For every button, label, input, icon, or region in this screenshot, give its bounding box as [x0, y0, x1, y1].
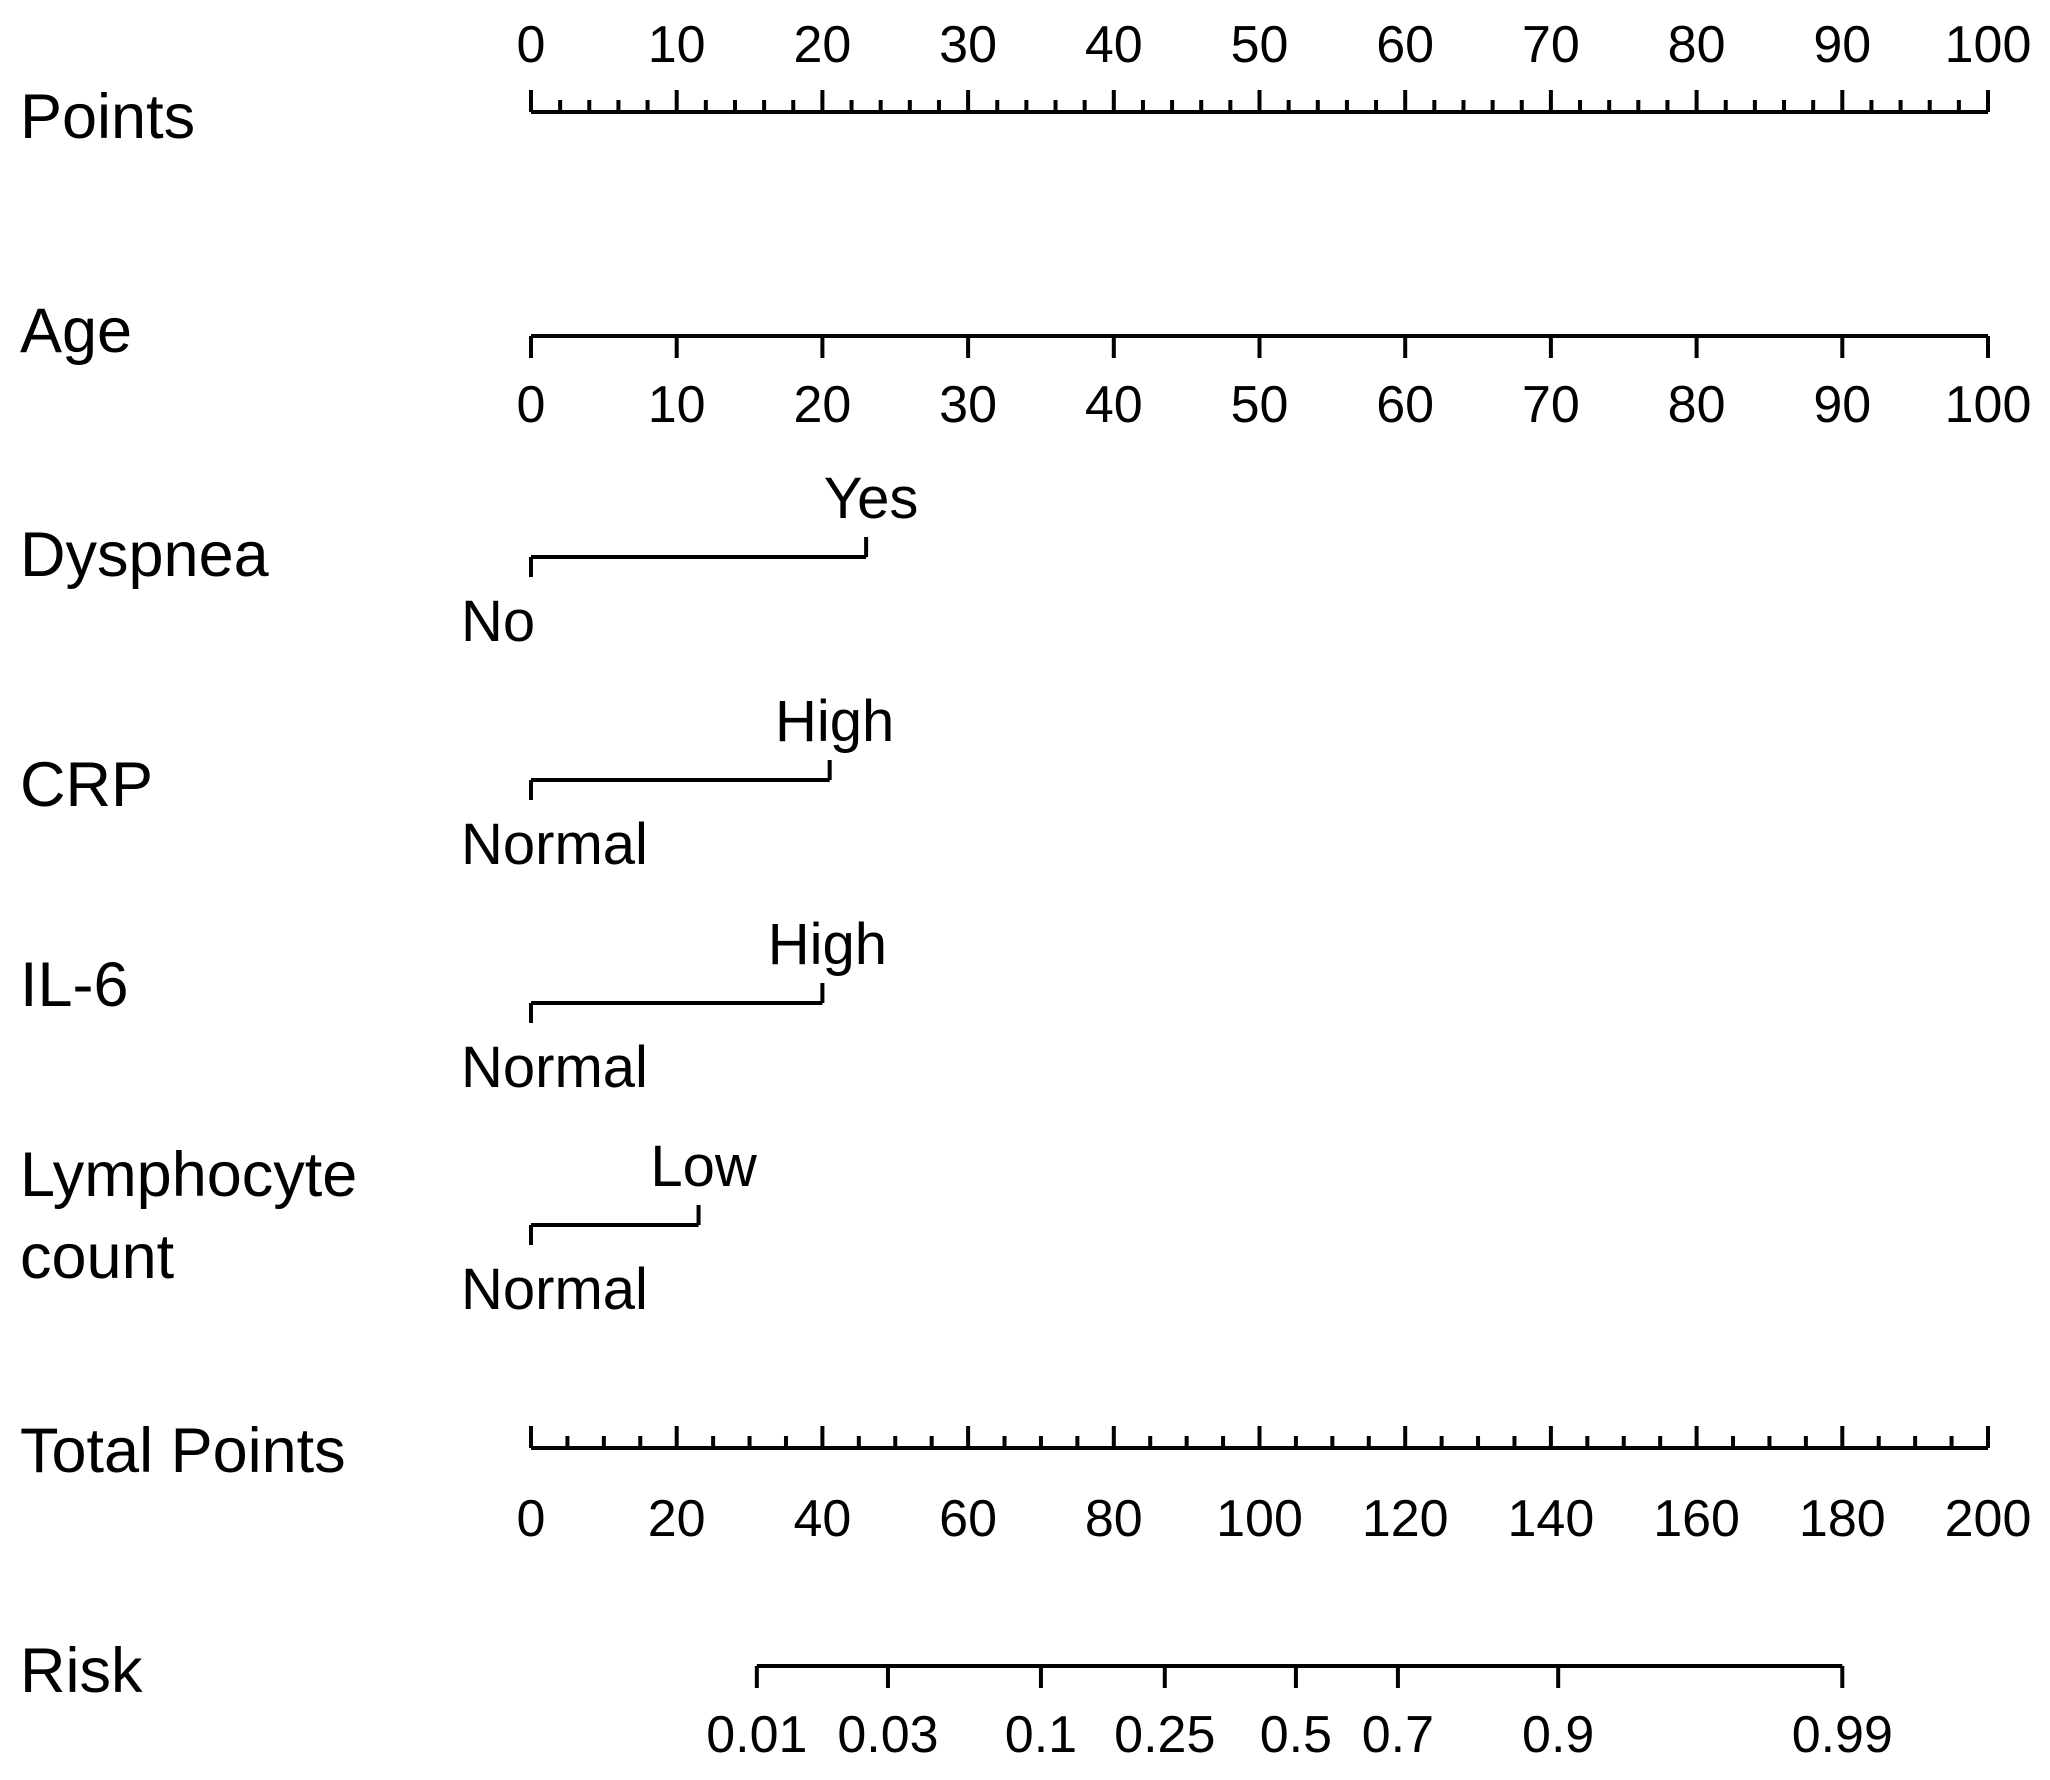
points-tick-label: 30	[939, 16, 997, 74]
dyspnea-row-label: Dyspnea	[20, 520, 270, 590]
total-points-tick-label: 120	[1362, 1490, 1449, 1548]
risk-tick-label: 0.5	[1260, 1706, 1332, 1764]
points-tick-label: 20	[793, 16, 851, 74]
points-row-label: Points	[20, 82, 195, 152]
total-points-row-label: Total Points	[20, 1416, 346, 1486]
total-points-tick-label: 160	[1653, 1490, 1740, 1548]
points-tick-label: 90	[1813, 16, 1871, 74]
crp-row-label: CRP	[20, 750, 153, 820]
total-points-tick-label: 140	[1508, 1490, 1595, 1548]
risk-tick-label: 0.03	[837, 1706, 938, 1764]
total-points-tick-label: 180	[1799, 1490, 1886, 1548]
il6-level-label: Normal	[461, 1035, 648, 1100]
age-tick-label: 40	[1085, 376, 1143, 434]
lymphocyte-level-label: Normal	[461, 1257, 648, 1322]
points-tick-label: 0	[517, 16, 546, 74]
risk-tick-label: 0.25	[1114, 1706, 1215, 1764]
total-points-tick-label: 0	[517, 1490, 546, 1548]
age-tick-label: 70	[1522, 376, 1580, 434]
points-tick-label: 60	[1376, 16, 1434, 74]
age-tick-label: 0	[517, 376, 546, 434]
total-points-tick-label: 100	[1216, 1490, 1303, 1548]
risk-tick-label: 0.1	[1005, 1706, 1077, 1764]
age-tick-label: 20	[793, 376, 851, 434]
risk-tick-label: 0.01	[706, 1706, 807, 1764]
lymphocyte-row-label: count	[20, 1222, 175, 1292]
age-tick-label: 80	[1668, 376, 1726, 434]
risk-row-label: Risk	[20, 1636, 143, 1706]
risk-tick-label: 0.9	[1522, 1706, 1594, 1764]
points-tick-label: 80	[1668, 16, 1726, 74]
total-points-tick-label: 200	[1945, 1490, 2032, 1548]
il6-level-label: High	[768, 912, 887, 977]
lymphocyte-row-label: Lymphocyte	[20, 1140, 357, 1210]
lymphocyte-level-label: Low	[650, 1134, 758, 1199]
risk-tick-label: 0.99	[1792, 1706, 1893, 1764]
risk-tick-label: 0.7	[1362, 1706, 1434, 1764]
age-row-label: Age	[20, 296, 132, 366]
total-points-tick-label: 80	[1085, 1490, 1143, 1548]
total-points-tick-label: 60	[939, 1490, 997, 1548]
age-tick-label: 10	[648, 376, 706, 434]
total-points-tick-label: 40	[793, 1490, 851, 1548]
age-tick-label: 50	[1231, 376, 1289, 434]
points-tick-label: 70	[1522, 16, 1580, 74]
age-tick-label: 30	[939, 376, 997, 434]
crp-level-label: High	[775, 689, 894, 754]
points-tick-label: 100	[1945, 16, 2032, 74]
crp-level-label: Normal	[461, 812, 648, 877]
age-tick-label: 100	[1945, 376, 2032, 434]
age-tick-label: 90	[1813, 376, 1871, 434]
age-tick-label: 60	[1376, 376, 1434, 434]
dyspnea-level-label: No	[461, 589, 535, 654]
dyspnea-level-label: Yes	[824, 466, 919, 531]
il6-row-label: IL-6	[20, 950, 129, 1020]
total-points-tick-label: 20	[648, 1490, 706, 1548]
points-tick-label: 40	[1085, 16, 1143, 74]
points-tick-label: 50	[1231, 16, 1289, 74]
points-tick-label: 10	[648, 16, 706, 74]
